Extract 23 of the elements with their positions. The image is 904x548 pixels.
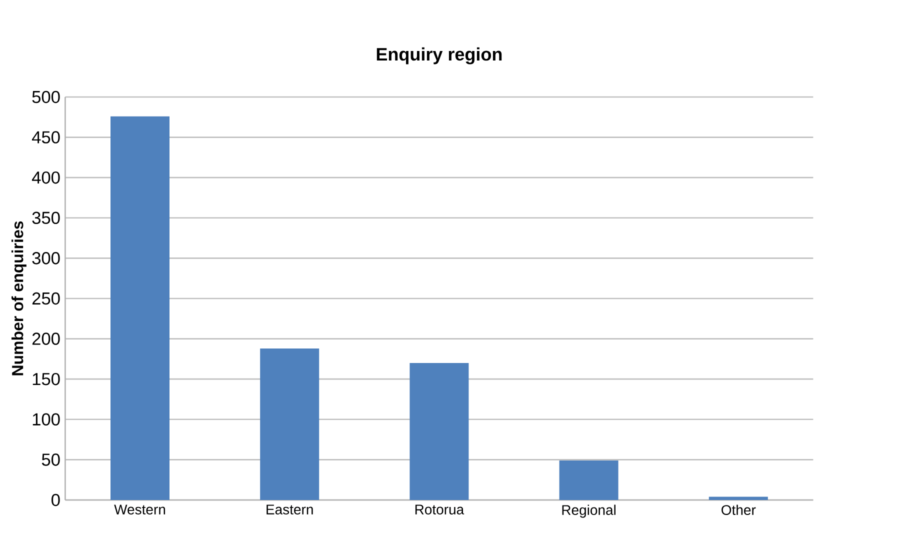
x-tick-label: Regional (562, 504, 616, 518)
y-tick-label: 100 (32, 413, 60, 426)
y-tick-label: 350 (32, 212, 60, 224)
y-tick-label: 50 (42, 454, 60, 466)
y-tick-label: 150 (32, 372, 60, 386)
y-tick-label: 500 (32, 90, 60, 104)
y-tick-label: 450 (32, 131, 60, 144)
y-tick-label: 300 (32, 252, 60, 264)
bar (260, 348, 320, 500)
bar (110, 116, 170, 500)
y-tick-label: 250 (32, 292, 60, 305)
x-tick-label: Rotorua (415, 504, 464, 514)
x-tick-label: Other (722, 504, 756, 515)
y-tick-label: 400 (32, 171, 60, 184)
x-tick-label: Eastern (266, 504, 313, 514)
bar (559, 460, 618, 500)
x-tick-label: Western (114, 504, 166, 514)
bar (410, 362, 469, 500)
y-tick-label: 0 (52, 494, 60, 506)
chart-title: Enquiry region (376, 47, 502, 64)
bar (708, 496, 768, 500)
y-axis-title: Number of enquiries (12, 221, 26, 376)
y-tick-label: 200 (32, 332, 60, 345)
